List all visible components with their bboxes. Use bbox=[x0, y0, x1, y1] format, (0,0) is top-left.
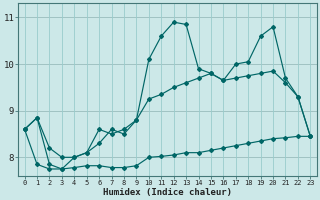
X-axis label: Humidex (Indice chaleur): Humidex (Indice chaleur) bbox=[103, 188, 232, 197]
